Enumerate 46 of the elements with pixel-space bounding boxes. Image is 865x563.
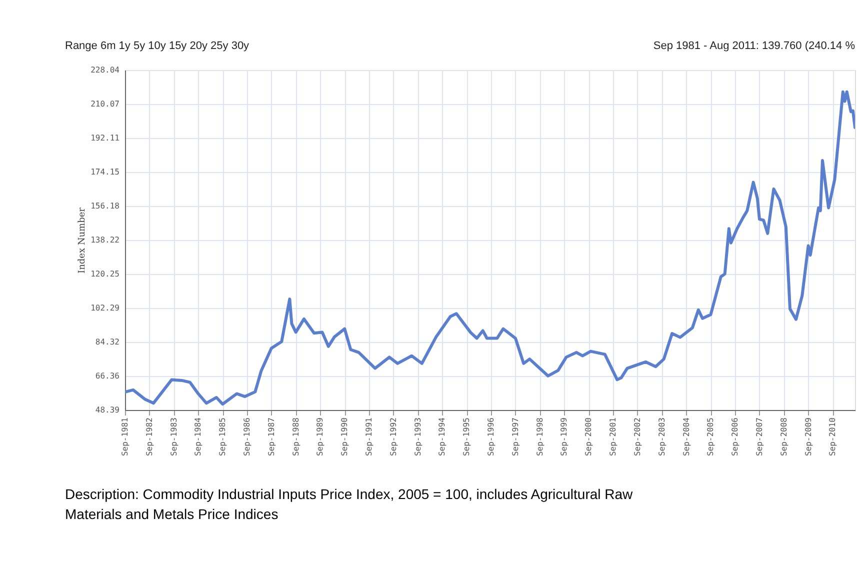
text: Description: Commodity Industrial Inputs Price Index, 2005 = 100, includes Agricultural Raw Materials and Metals Price Indices [65, 486, 634, 522]
y-tick-label: 192.11 [90, 134, 120, 142]
x-tick-label: Sep-1983 [169, 417, 178, 456]
x-tick-label: Sep-2005 [706, 417, 716, 456]
x-tick-label: Sep-1997 [510, 417, 520, 456]
x-tick-label: Sep-1996 [486, 417, 496, 456]
x-tick-label: Sep-2003 [657, 417, 666, 456]
x-tick-label: Sep-1992 [388, 417, 398, 456]
x-tick-label: Sep-2001 [608, 417, 618, 456]
x-tick-label: Sep-1985 [218, 417, 228, 456]
text: Sep 1981 - Aug 2011: 139.760 (240.14 % [653, 40, 856, 52]
y-tick-label: 48.39 [95, 406, 120, 414]
x-tick-label: Sep-2010 [828, 417, 838, 456]
x-tick-label: Sep-2004 [682, 417, 691, 456]
y-tick-label: 138.22 [90, 235, 120, 244]
x-tick-label: Sep-1986 [242, 417, 252, 456]
x-tick-label: Sep-2007 [754, 417, 764, 456]
x-tick-label: Sep-2006 [730, 417, 740, 456]
x-tick-label: Sep-1987 [266, 417, 276, 456]
y-tick-label: 228.04 [90, 66, 120, 74]
y-tick-label: 210.07 [90, 100, 120, 109]
text: Range 6m 1y 5y 10y 15y 20y 25y 30y [65, 40, 250, 52]
x-tick-label: Sep-1989 [316, 417, 325, 456]
x-tick-label: Sep-2009 [804, 417, 813, 456]
x-tick-label: Sep-1994 [438, 417, 447, 456]
x-tick-label: Sep-2000 [584, 417, 594, 456]
y-tick-label: 156.18 [90, 202, 120, 210]
y-tick-label: 84.32 [95, 338, 120, 346]
x-tick-label: Sep-1998 [535, 417, 544, 456]
x-tick-label: Sep-1999 [560, 417, 569, 456]
x-tick-label: Sep-1981 [120, 417, 130, 456]
x-tick-label: Sep-1995 [462, 417, 472, 456]
y-tick-label: 102.29 [90, 303, 120, 312]
x-tick-label: Sep-1984 [194, 417, 203, 456]
y-tick-label: 174.15 [90, 167, 120, 176]
x-tick-label: Sep-1982 [144, 417, 154, 456]
x-tick-label: Sep-2008 [779, 417, 788, 456]
x-tick-label: Sep-1993 [413, 417, 422, 456]
y-tick-label: 120.25 [90, 270, 120, 278]
line-series [125, 90, 855, 406]
x-tick-label: Sep-2002 [632, 417, 642, 456]
x-tick-label: Sep-1990 [340, 417, 350, 456]
y-axis-title: Index Number [78, 206, 88, 274]
y-tick-label: 66.36 [95, 371, 120, 380]
x-tick-label: Sep-1988 [291, 417, 300, 456]
x-tick-label: Sep-1991 [364, 417, 374, 456]
